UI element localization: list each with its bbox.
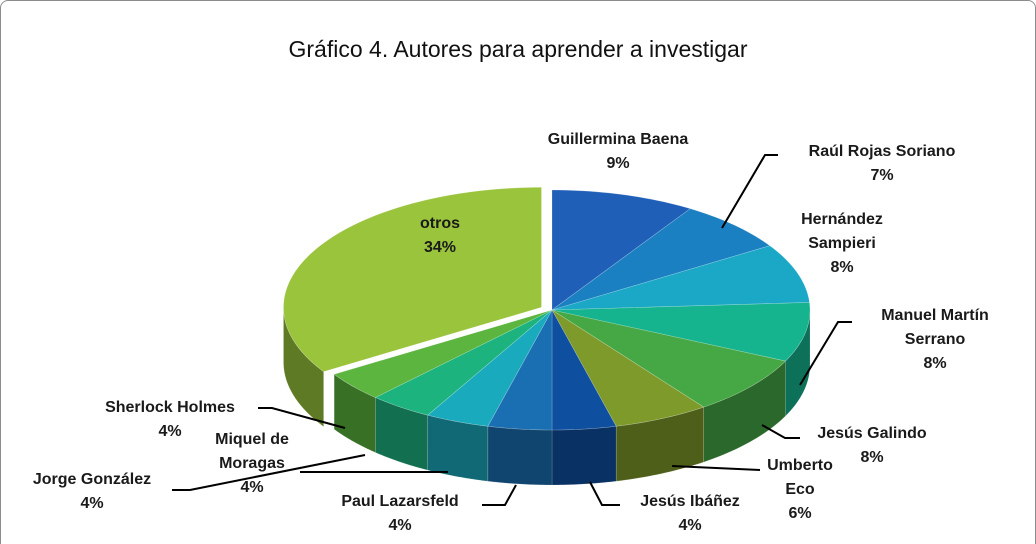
slice-side: [375, 397, 429, 471]
data-label: otros 34%: [390, 212, 490, 260]
slice: [374, 309, 553, 416]
slice: [487, 309, 553, 431]
slice-side: [333, 373, 376, 453]
leader-line: [172, 454, 366, 491]
data-label: Jorge González 4%: [7, 468, 177, 516]
leader-line: [799, 321, 852, 386]
data-label: Raúl Rojas Soriano 7%: [772, 140, 992, 188]
value-label: 4%: [158, 423, 182, 440]
data-label: Guillermina Baena 9%: [508, 128, 728, 176]
category-label: Sherlock Holmes: [105, 399, 235, 416]
data-label: Paul Lazarsfeld 4%: [320, 490, 480, 538]
data-label: Miquel de Moragas 4%: [202, 428, 302, 500]
category-label: Jorge González: [32, 471, 152, 488]
slice: [551, 189, 691, 311]
slice-side: [703, 360, 786, 463]
chart-title: Gráfico 4. Autores para aprender a inves…: [288, 36, 748, 62]
value-label: 8%: [830, 259, 854, 276]
category-label: Miquel de Moragas: [215, 431, 289, 472]
slice-side: [551, 425, 617, 486]
leader-line: [671, 465, 761, 471]
leader-line: [258, 407, 346, 429]
data-label: Manuel Martín Serrano 8%: [865, 304, 1005, 376]
category-label: otros: [420, 215, 460, 232]
data-label: Hernández Sampieri 8%: [787, 208, 897, 280]
slice: [333, 309, 553, 398]
category-label: Umberto Eco: [767, 457, 833, 498]
value-label: 4%: [388, 517, 412, 534]
slice-side: [283, 307, 324, 428]
slice: [427, 309, 553, 427]
value-label: 9%: [606, 155, 630, 172]
slice: [551, 245, 810, 311]
slice: [283, 187, 542, 372]
slice: [551, 309, 617, 431]
data-label: Sherlock Holmes 4%: [80, 396, 260, 444]
category-label: Jesús Ibáñez: [640, 493, 740, 510]
leader-line: [721, 154, 778, 229]
value-label: 8%: [860, 449, 884, 466]
value-label: 6%: [788, 505, 812, 522]
category-label: Raúl Rojas Soriano: [808, 143, 956, 160]
data-label: Jesús Galindo 8%: [792, 422, 952, 470]
category-label: Jesús Galindo: [817, 425, 927, 442]
category-label: Hernández Sampieri: [801, 211, 883, 252]
slice: [551, 309, 787, 408]
category-label: Manuel Martín Serrano: [881, 307, 989, 348]
slice: [551, 309, 705, 427]
value-label: 4%: [80, 495, 104, 512]
leader-line: [589, 481, 620, 506]
value-label: 8%: [923, 355, 947, 372]
slice-side: [427, 414, 489, 482]
leader-line: [761, 424, 800, 439]
value-label: 4%: [240, 479, 264, 496]
slice-side: [615, 406, 704, 482]
category-label: Paul Lazarsfeld: [341, 493, 459, 510]
slice-side: [487, 425, 553, 486]
data-label: Umberto Eco 6%: [760, 454, 840, 526]
value-label: 4%: [678, 517, 702, 534]
value-label: 34%: [423, 239, 457, 256]
data-label: Jesús Ibáñez 4%: [610, 490, 770, 538]
category-label: Guillermina Baena: [547, 131, 689, 148]
value-label: 7%: [870, 167, 894, 184]
slice: [551, 302, 811, 362]
leader-line: [482, 484, 517, 506]
slice: [551, 208, 771, 311]
